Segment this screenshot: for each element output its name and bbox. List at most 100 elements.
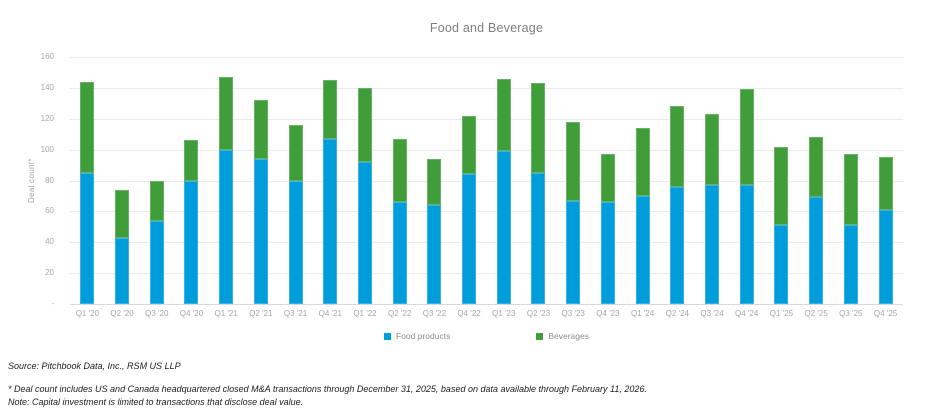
bar-segment-food-products xyxy=(670,186,685,304)
x-tick-label: Q4 '21 xyxy=(318,309,342,318)
bar-segment-food-products xyxy=(496,151,511,304)
stacked-bar xyxy=(635,128,650,304)
bar-group-q3-23 xyxy=(556,57,591,304)
stacked-bar xyxy=(809,137,824,304)
x-tick-label: Q2 '24 xyxy=(665,309,689,318)
bar-segment-food-products xyxy=(739,185,754,304)
bar-segment-beverages xyxy=(357,87,372,162)
stacked-bar xyxy=(253,100,268,304)
x-tick-label: Q1 '25 xyxy=(769,309,794,318)
stacked-bar xyxy=(600,154,615,304)
stacked-bar xyxy=(357,87,372,304)
x-tick-label: Q1 '24 xyxy=(630,309,655,318)
x-tick-label: Q1 '20 xyxy=(75,309,100,318)
bar-segment-beverages xyxy=(670,106,685,187)
y-axis-tick-labels: 160 140 120 100 80 60 40 20 - xyxy=(0,52,62,308)
bar-segment-beverages xyxy=(219,77,234,150)
bar-group-q2-21 xyxy=(244,57,279,304)
bar-group-q4-22 xyxy=(452,57,487,304)
x-tick-label: Q3 '20 xyxy=(145,309,169,318)
bar-segment-beverages xyxy=(705,114,719,186)
x-axis-tick-labels: Q1 '20 Q2 '20 Q3 '20 Q4 '20 Q1 '21 Q2 '21 Q3 '… xyxy=(70,309,903,318)
x-tick-label: Q2 '23 xyxy=(526,309,551,318)
bar-segment-food-products xyxy=(392,202,407,304)
bar-segment-food-products xyxy=(809,197,824,304)
bar-group-q2-22 xyxy=(382,57,417,304)
bar-segment-beverages xyxy=(253,100,268,159)
chart-title: Food and Beverage xyxy=(429,21,544,35)
bar-segment-food-products xyxy=(600,202,615,304)
legend: Food products Beverages xyxy=(70,331,903,341)
bar-segment-beverages xyxy=(496,78,511,152)
y-tick-label: 20 xyxy=(45,268,54,278)
bar-segment-food-products xyxy=(774,225,789,304)
stacked-bar xyxy=(149,180,164,304)
bar-segment-food-products xyxy=(253,158,268,304)
bar-segment-beverages xyxy=(566,121,581,201)
x-tick-label: Q2 '25 xyxy=(804,309,828,318)
stacked-bar xyxy=(462,115,477,304)
x-tick-label: Q2 '22 xyxy=(388,309,412,318)
stacked-bar xyxy=(670,106,685,304)
stacked-bar xyxy=(705,114,719,304)
bar-segment-beverages xyxy=(323,80,338,139)
bar-group-q4-21 xyxy=(313,57,348,304)
x-tick-label: Q3 '24 xyxy=(700,309,724,318)
bar-segment-beverages xyxy=(600,154,615,203)
bar-segment-beverages xyxy=(392,138,407,203)
bar-group-q4-20 xyxy=(174,57,209,304)
stacked-bar xyxy=(739,89,754,304)
gridline xyxy=(70,118,903,120)
y-tick-label: - xyxy=(51,299,54,308)
gridline xyxy=(70,242,903,244)
x-tick-label: Q2 '20 xyxy=(110,309,134,318)
stacked-bar xyxy=(427,158,442,304)
bar-group-q4-23 xyxy=(591,57,626,304)
capital-investment-note: Note: Capital investment is limited to t… xyxy=(8,397,304,407)
bar-segment-beverages xyxy=(149,180,164,221)
bar-group-q3-24 xyxy=(695,57,730,304)
x-tick-label: Q1 '22 xyxy=(353,309,377,318)
stacked-bar xyxy=(184,140,199,304)
gridline xyxy=(70,180,903,182)
bar-segment-beverages xyxy=(635,128,650,196)
bar-group-q2-20 xyxy=(105,57,140,304)
bar-segment-food-products xyxy=(323,138,338,304)
bar-segment-food-products xyxy=(288,180,303,304)
bar-segment-beverages xyxy=(427,158,442,206)
stacked-bar xyxy=(878,157,893,304)
gridline xyxy=(70,57,903,58)
bar-group-q1-25 xyxy=(764,57,799,304)
x-tick-label: Q3 '25 xyxy=(839,309,863,318)
stacked-bar xyxy=(843,154,858,304)
gridline xyxy=(70,87,903,89)
bar-group-q2-23 xyxy=(521,57,556,304)
gridline xyxy=(70,149,903,151)
x-tick-label: Q4 '20 xyxy=(179,309,204,318)
x-tick-label: Q1 '21 xyxy=(214,309,238,318)
gridline xyxy=(70,273,903,275)
stacked-bar xyxy=(323,80,338,304)
bar-segment-food-products xyxy=(219,149,234,304)
y-tick-label: 40 xyxy=(45,237,54,247)
bar-segment-food-products xyxy=(462,174,477,304)
x-tick-label: Q3 '23 xyxy=(561,309,585,318)
bar-segment-beverages xyxy=(878,157,893,210)
legend-item-beverages: Beverages xyxy=(536,331,589,341)
bar-segment-food-products xyxy=(80,172,95,304)
bar-group-q3-20 xyxy=(139,57,174,304)
deal-count-footnote: * Deal count includes US and Canada head… xyxy=(8,384,647,394)
bar-group-q3-22 xyxy=(417,57,452,304)
gridline xyxy=(70,211,903,213)
bar-segment-beverages xyxy=(739,89,754,186)
bar-segment-beverages xyxy=(531,83,546,173)
stacked-bar xyxy=(219,77,234,304)
bar-group-q4-24 xyxy=(729,57,764,304)
bar-group-q3-25 xyxy=(833,57,868,304)
y-tick-label: 80 xyxy=(45,175,54,185)
bar-segment-beverages xyxy=(115,189,130,238)
bar-group-q1-20 xyxy=(70,57,105,304)
x-tick-label: Q4 '23 xyxy=(596,309,620,318)
bar-group-q3-21 xyxy=(278,57,313,304)
stacked-bar xyxy=(288,124,303,304)
